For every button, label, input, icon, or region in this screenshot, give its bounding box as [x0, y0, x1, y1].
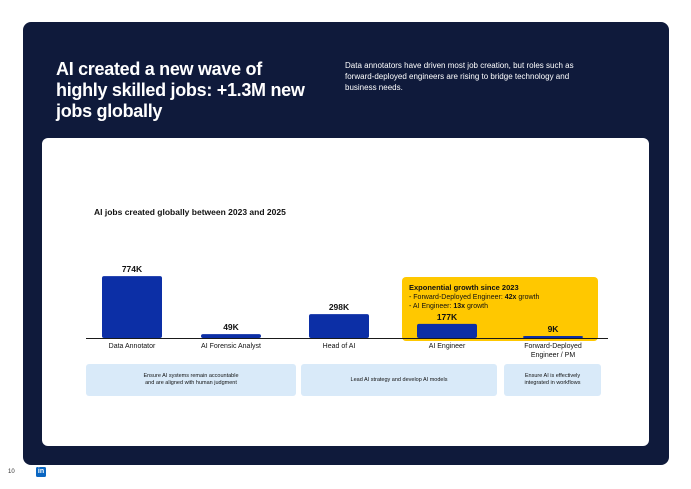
callout-title: Exponential growth since 2023: [409, 283, 519, 292]
callout-fde-value: 42x: [504, 293, 517, 301]
x-label-fde-text: Forward-Deployed Engineer / PM: [524, 343, 582, 359]
x-label-forward-deployed-engineer: Forward-Deployed Engineer / PM: [513, 343, 593, 360]
x-label-data-annotator: Data Annotator: [108, 343, 156, 350]
bar-1: [201, 334, 261, 338]
headline: AI created a new wave of highly skilled …: [56, 59, 305, 121]
callout-aie-prefix: - AI Engineer:: [409, 303, 454, 310]
x-label-ai-engineer: AI Engineer: [428, 343, 466, 350]
bar-3: [417, 323, 477, 338]
callout-fde-prefix: - Forward-Deployed Engineer:: [409, 293, 505, 301]
bar-4: [523, 336, 583, 338]
callout-text: Exponential growth since 2023 - Forward-…: [409, 283, 609, 312]
chart-panel: AI jobs created globally between 2023 an…: [42, 138, 649, 446]
description-integration-line1: Ensure AI is effectively: [524, 373, 581, 379]
bar-2: [309, 314, 369, 338]
value-label-3: 177K: [437, 312, 458, 322]
linkedin-logo-icon: in: [36, 467, 46, 477]
bar-0: [102, 276, 162, 338]
description-integration: Ensure AI is effectively integrated in w…: [504, 364, 601, 396]
description-accountability-line2: and are aligned with human judgment: [145, 380, 237, 386]
callout-aie-suffix: growth: [465, 303, 489, 310]
description-ai-strategy: Lead AI strategy and develop AI models: [301, 364, 497, 396]
subtext: Data annotators have driven most job cre…: [345, 61, 574, 92]
chart-title: AI jobs created globally between 2023 an…: [94, 207, 286, 217]
value-label-1: 49K: [223, 322, 239, 332]
value-label-4: 9K: [548, 324, 560, 334]
x-label-ai-forensic-analyst: AI Forensic Analyst: [201, 343, 261, 350]
bar-chart: 774K 49K 298K 177K 9K: [86, 264, 608, 341]
callout-aie-value: 13x: [453, 303, 466, 310]
description-integration-line2: integrated in workflows: [524, 380, 581, 386]
description-ai-strategy-line1: Lead AI strategy and develop AI models: [350, 376, 448, 383]
x-label-head-of-ai: Head of AI: [322, 343, 356, 350]
value-label-0: 774K: [122, 264, 143, 274]
callout-line-fde: - Forward-Deployed Engineer: 42x growth: [409, 293, 609, 303]
callout-fde-suffix: growth: [516, 293, 540, 301]
value-label-2: 298K: [329, 302, 350, 312]
description-accountability-line1: Ensure AI systems remain accountable: [143, 373, 239, 379]
slide-background: AI created a new wave of highly skilled …: [23, 22, 669, 465]
page-number: 10: [8, 469, 15, 475]
description-accountability: Ensure AI systems remain accountable and…: [86, 364, 296, 396]
callout-line-ai-engineer: - AI Engineer: 13x growth: [409, 302, 609, 312]
